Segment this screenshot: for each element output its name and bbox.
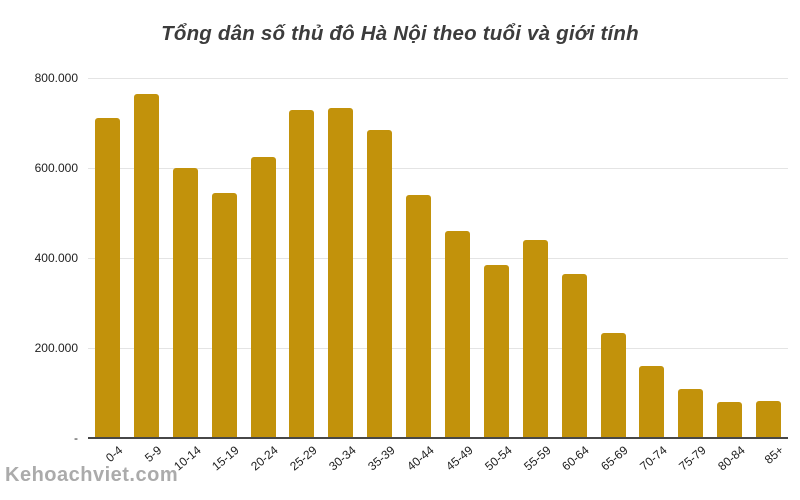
x-axis-labels: 0-4 5-9 10-14 15-19 20-24 25-29 30-34 35-39 40-4… bbox=[88, 443, 788, 499]
bar-60-64[interactable] bbox=[561, 274, 587, 438]
bar-70-74[interactable] bbox=[639, 365, 665, 438]
bar-50-54[interactable] bbox=[483, 264, 509, 438]
y-tick-label: - bbox=[74, 431, 78, 445]
x-tick-label: 55-59 bbox=[520, 443, 554, 474]
bar-slot bbox=[88, 78, 127, 438]
bar-slot bbox=[632, 78, 671, 438]
bar-slot bbox=[399, 78, 438, 438]
bar-slot bbox=[555, 78, 594, 438]
bar-slot bbox=[166, 78, 205, 438]
bar-slot bbox=[477, 78, 516, 438]
bars-layer bbox=[88, 78, 788, 438]
bar-10-14[interactable] bbox=[172, 168, 198, 438]
x-tick-label: 35-39 bbox=[365, 443, 398, 474]
bar-slot bbox=[244, 78, 283, 438]
bar-65-69[interactable] bbox=[600, 333, 626, 438]
bar-slot bbox=[360, 78, 399, 438]
x-tick-label: 65-69 bbox=[598, 443, 631, 474]
bar-15-19[interactable] bbox=[211, 192, 237, 438]
x-tick-label: 5-9 bbox=[142, 443, 165, 465]
bar-40-44[interactable] bbox=[406, 194, 432, 438]
bar-slot bbox=[321, 78, 360, 438]
x-tick-label: 70-74 bbox=[637, 443, 670, 474]
x-tick-label: 80-84 bbox=[715, 443, 748, 474]
gridline bbox=[88, 348, 788, 349]
bar-slot bbox=[282, 78, 321, 438]
x-tick-label: 15-19 bbox=[209, 443, 243, 474]
y-tick-label: 800.000 bbox=[34, 71, 78, 85]
x-tick-label: 75-79 bbox=[676, 443, 709, 474]
x-tick-label: 45-49 bbox=[442, 443, 476, 474]
bar-85+[interactable] bbox=[756, 401, 782, 438]
x-tick-label: 40-44 bbox=[404, 443, 437, 474]
bar-75-79[interactable] bbox=[678, 388, 704, 438]
bar-slot bbox=[205, 78, 244, 438]
bar-slot bbox=[516, 78, 555, 438]
x-tick-label: 25-29 bbox=[287, 443, 320, 474]
y-tick-label: 200.000 bbox=[34, 341, 78, 355]
bar-slot bbox=[671, 78, 710, 438]
x-tick-label: 60-64 bbox=[559, 443, 593, 474]
plot-area: 800.000 600.000 400.000 200.000- 0-4 5-9 10-1… bbox=[35, 71, 788, 473]
gridline bbox=[88, 258, 788, 259]
x-tick-label: 30-34 bbox=[326, 443, 359, 474]
bar-30-34[interactable] bbox=[328, 107, 354, 438]
gridline bbox=[88, 168, 788, 169]
bar-80-84[interactable] bbox=[717, 402, 743, 438]
bar-25-29[interactable] bbox=[289, 110, 315, 438]
chart-title: Tổng dân số thủ đô Hà Nội theo tuổi và g… bbox=[161, 22, 639, 45]
watermark: Kehoachviet.com bbox=[5, 464, 179, 486]
bar-55-59[interactable] bbox=[522, 239, 548, 438]
bar-0-4[interactable] bbox=[94, 117, 120, 438]
x-tick-label: 0-4 bbox=[103, 443, 126, 465]
y-tick-label: 600.000 bbox=[34, 161, 78, 175]
bar-20-24[interactable] bbox=[250, 156, 276, 438]
bar-slot bbox=[749, 78, 788, 438]
x-axis-line bbox=[88, 437, 788, 439]
bar-slot bbox=[438, 78, 477, 438]
y-tick-label: 400.000 bbox=[34, 251, 78, 265]
bar-slot bbox=[127, 78, 166, 438]
bar-slot bbox=[710, 78, 749, 438]
gridline bbox=[88, 78, 788, 79]
bar-45-49[interactable] bbox=[444, 231, 470, 438]
x-tick-label: 50-54 bbox=[481, 443, 515, 474]
x-tick-label: 20-24 bbox=[248, 443, 281, 474]
bar-5-9[interactable] bbox=[133, 93, 159, 438]
bar-35-39[interactable] bbox=[367, 130, 393, 438]
x-tick-label: 85+ bbox=[761, 443, 787, 467]
bar-slot bbox=[594, 78, 633, 438]
